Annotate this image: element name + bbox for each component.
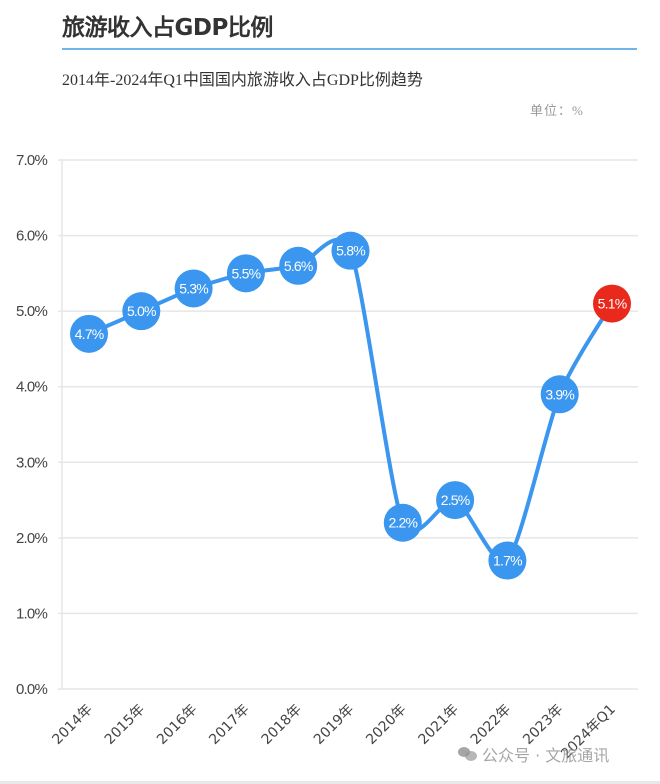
data-points: 4.7% 5.0% 5.3% 5.5% 5.6% 5.8% 2.2% 2.5% 1.7% 3.9%… [70, 231, 631, 580]
bottom-border [0, 781, 660, 784]
watermark: 公众号 · 文旅通讯 [458, 742, 609, 766]
point-marker [593, 284, 631, 323]
point-value-label: 5.8% [336, 243, 365, 259]
chart-title: 旅游收入占GDP比例 [62, 15, 273, 41]
point-marker [331, 231, 370, 270]
point-marker [383, 503, 422, 542]
point-marker [122, 292, 161, 331]
unit-label: 单位：% [530, 103, 584, 118]
data-point: 5.3% [174, 269, 213, 308]
point-value-label: 3.9% [545, 386, 574, 402]
data-point: 5.0% [122, 292, 161, 331]
point-value-label: 2.2% [388, 515, 417, 531]
point-marker [174, 269, 213, 308]
data-point: 5.1% [593, 284, 631, 323]
point-value-label: 2.5% [441, 492, 470, 508]
point-marker [488, 541, 527, 580]
point-marker [70, 314, 108, 353]
x-tick-label: 2017年 [206, 702, 252, 748]
x-tick-label: 2016年 [154, 702, 200, 748]
x-tick-label: 2014年 [49, 702, 95, 748]
point-marker [436, 481, 475, 520]
point-marker [226, 254, 265, 293]
data-point: 2.2% [383, 503, 422, 542]
point-value-label: 5.0% [127, 303, 156, 319]
y-axis-ticks: 0.0% 1.0% 2.0% 3.0% 4.0% 5.0% 6.0% 7.0% [16, 152, 48, 698]
x-tick-label: 2022年 [468, 702, 514, 748]
point-marker [540, 375, 579, 414]
point-value-label: 5.5% [232, 265, 261, 281]
point-value-label: 4.7% [75, 326, 104, 342]
point-value-label: 1.7% [493, 553, 522, 569]
data-point: 1.7% [488, 541, 527, 580]
y-tick-label: 5.0% [16, 303, 47, 320]
data-point: 5.5% [226, 254, 265, 293]
x-tick-label: 2019年 [311, 702, 357, 748]
y-tick-label: 7.0% [16, 152, 47, 169]
y-tick-label: 0.0% [16, 681, 47, 698]
series-line [87, 237, 614, 565]
x-tick-label: 2018年 [259, 702, 305, 748]
y-tick-label: 4.0% [16, 379, 47, 396]
chart-subtitle: 2014年-2024年Q1中国国内旅游收入占GDP比例趋势 [62, 72, 423, 89]
x-tick-label: 2015年 [102, 702, 148, 748]
y-tick-label: 6.0% [16, 228, 47, 245]
point-value-label: 5.6% [284, 258, 313, 274]
title-divider [62, 48, 637, 50]
x-tick-label: 2021年 [416, 702, 462, 748]
point-marker [279, 246, 318, 285]
x-tick-label: 2023年 [520, 702, 566, 748]
data-point: 3.9% [540, 375, 579, 414]
point-value-label: 5.3% [179, 280, 208, 296]
x-tick-label: 2020年 [363, 702, 409, 748]
wechat-icon [458, 746, 478, 762]
y-tick-label: 2.0% [16, 530, 47, 547]
y-tick-label: 3.0% [16, 454, 47, 471]
data-point: 5.6% [279, 246, 318, 285]
data-point: 4.7% [70, 314, 108, 353]
data-point: 5.8% [331, 231, 370, 270]
data-point: 2.5% [436, 481, 475, 520]
y-tick-label: 1.0% [16, 605, 47, 622]
point-value-label: 5.1% [598, 296, 627, 312]
watermark-text: 公众号 · 文旅通讯 [482, 746, 610, 765]
